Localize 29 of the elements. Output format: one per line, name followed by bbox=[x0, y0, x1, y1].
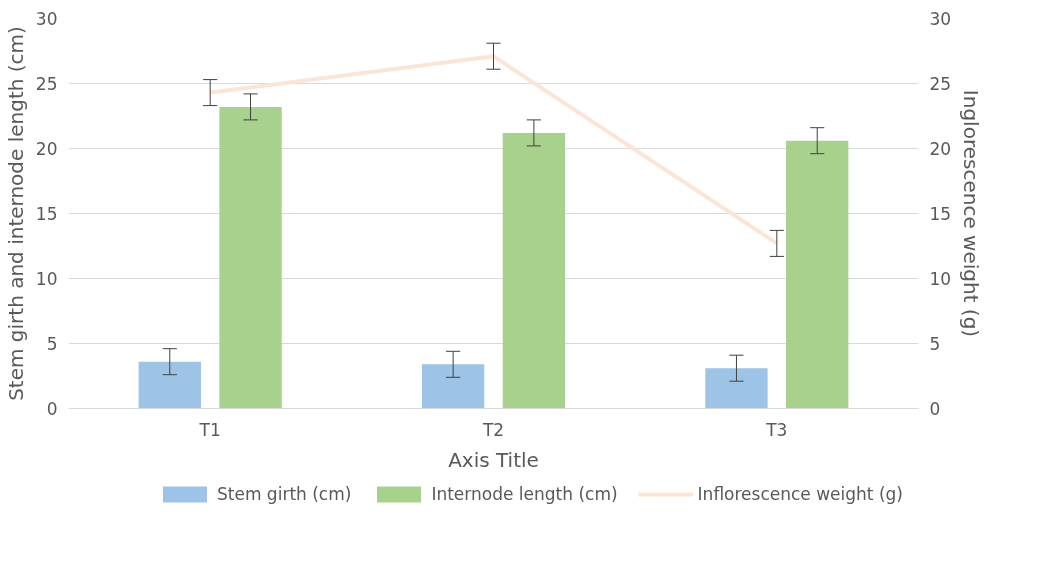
legend-label: Inflorescence weight (g) bbox=[697, 484, 904, 504]
x-tick-label: T2 bbox=[481, 419, 505, 440]
y-tick-label: 0 bbox=[46, 399, 58, 419]
y-tick-label: 15 bbox=[35, 204, 58, 224]
y2-tick-label: 20 bbox=[929, 139, 952, 159]
y-tick-label: 30 bbox=[35, 9, 58, 29]
y-tick-label: 25 bbox=[35, 74, 58, 94]
y-tick-label: 20 bbox=[35, 139, 58, 159]
x-tick-label: T1 bbox=[198, 419, 221, 440]
y2-tick-label: 0 bbox=[929, 399, 941, 419]
legend-label: Internode length (cm) bbox=[431, 484, 618, 504]
y2-tick-label: 30 bbox=[929, 9, 952, 29]
bar bbox=[138, 361, 201, 409]
y2-tick-label: 5 bbox=[929, 334, 941, 354]
y2-tick-label: 15 bbox=[929, 204, 952, 224]
y-axis-title: Stem girth and internode length (cm) bbox=[3, 26, 28, 401]
y2-tick-label: 10 bbox=[929, 269, 952, 289]
x-tick-label: T3 bbox=[765, 419, 788, 440]
y-tick-label: 5 bbox=[46, 334, 58, 354]
bar bbox=[705, 368, 768, 409]
bar bbox=[502, 132, 566, 409]
y2-axis-title: Inglorescence weight (g) bbox=[959, 89, 984, 338]
bar bbox=[421, 364, 485, 409]
bar bbox=[219, 106, 282, 409]
y2-tick-label: 25 bbox=[929, 74, 952, 94]
legend-label: Stem girth (cm) bbox=[216, 484, 352, 504]
y-tick-label: 10 bbox=[35, 269, 58, 289]
x-axis-title: Axis Title bbox=[448, 447, 539, 472]
bar bbox=[786, 140, 849, 409]
